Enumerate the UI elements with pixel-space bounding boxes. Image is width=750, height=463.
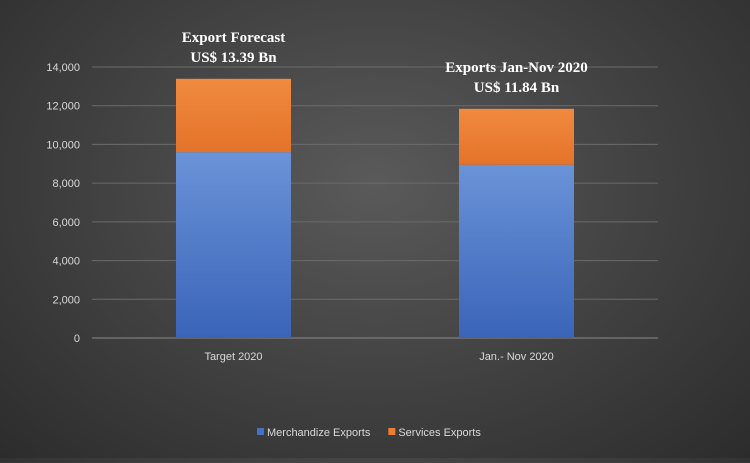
y-axis-ticks: 0 2,000 4,000 6,000 8,000 10,000 12,000 14,000 xyxy=(46,62,80,345)
legend-swatch-merchandize xyxy=(257,428,264,435)
y-tick-label: 8,000 xyxy=(52,178,80,190)
legend-label: Merchandize Exports xyxy=(267,427,371,439)
x-tick-label: Jan.- Nov 2020 xyxy=(479,351,554,363)
x-axis-labels: Target 2020 Jan.- Nov 2020 xyxy=(204,351,553,363)
annotation-line1: Exports Jan-Nov 2020 xyxy=(445,60,588,76)
y-tick-label: 14,000 xyxy=(46,62,80,74)
y-tick-label: 4,000 xyxy=(52,256,80,268)
y-tick-label: 0 xyxy=(74,333,80,345)
bar-services-1 xyxy=(459,108,574,165)
x-tick-label: Target 2020 xyxy=(204,351,262,363)
y-tick-label: 6,000 xyxy=(52,217,80,229)
bars xyxy=(176,78,574,338)
bar-merchandize-1 xyxy=(459,164,574,338)
annotation-line2: US$ 11.84 Bn xyxy=(474,80,560,96)
y-tick-label: 12,000 xyxy=(46,101,80,113)
annotation-line1: Export Forecast xyxy=(182,30,285,46)
annotation-line2: US$ 13.39 Bn xyxy=(190,50,277,66)
bar-merchandize-0 xyxy=(176,152,291,338)
annotations: Export Forecast US$ 13.39 Bn Exports Jan-N… xyxy=(182,30,588,96)
legend-swatch-services xyxy=(388,428,396,435)
y-tick-label: 10,000 xyxy=(46,139,80,151)
y-tick-label: 2,000 xyxy=(52,294,80,306)
legend-label: Services Exports xyxy=(398,427,481,439)
bar-services-0 xyxy=(176,78,291,153)
legend: Merchandize Exports Services Exports xyxy=(257,427,481,439)
